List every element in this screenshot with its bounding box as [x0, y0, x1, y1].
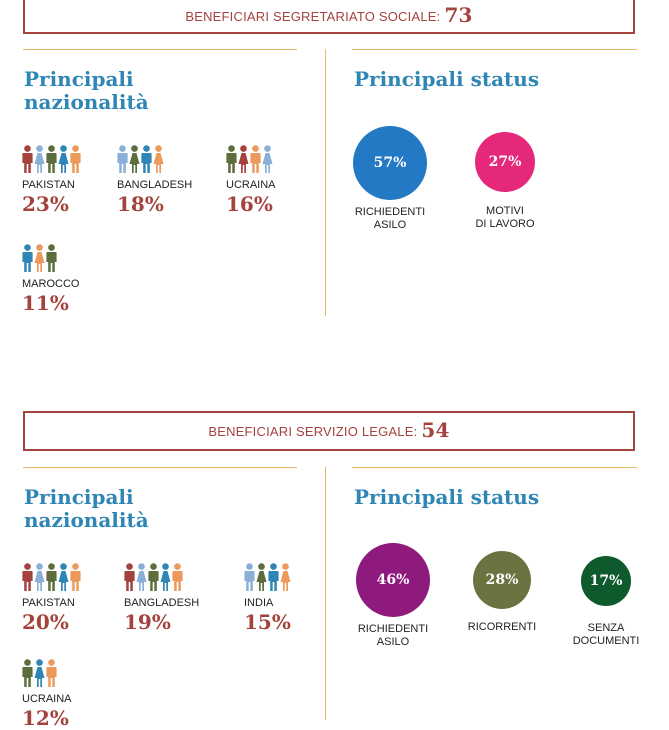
status-ricorrenti: 28% RICORRENTI — [447, 551, 557, 634]
banner-count: 54 — [421, 418, 450, 442]
person-icon — [172, 563, 183, 591]
person-icon — [124, 563, 135, 591]
people-icons — [117, 143, 192, 173]
person-icon — [238, 145, 249, 173]
nationality-india: INDIA 15% — [244, 561, 292, 634]
person-icon — [141, 145, 152, 173]
nationalities-heading: Principali nazionalità — [24, 485, 149, 532]
nationality-percentage: 19% — [124, 610, 171, 634]
person-icon — [268, 563, 279, 591]
person-icon — [160, 563, 171, 591]
person-icon — [280, 563, 291, 591]
nationality-name: UCRAINA — [226, 179, 276, 191]
person-icon — [46, 659, 57, 687]
nationality-name: INDIA — [244, 597, 274, 609]
person-icon — [117, 145, 128, 173]
nationality-marocco: MAROCCO 11% — [22, 242, 79, 315]
status-heading: Principali status — [354, 485, 540, 509]
person-icon — [226, 145, 237, 173]
status-richiedenti-asilo: 46% RICHIEDENTI ASILO — [338, 543, 448, 649]
person-icon — [34, 659, 45, 687]
nationality-percentage: 16% — [226, 192, 273, 216]
banner-servizio-legale: BENEFICIARI SERVIZIO LEGALE: 54 — [23, 411, 635, 451]
person-icon — [34, 563, 45, 591]
nationality-percentage: 11% — [22, 291, 69, 315]
people-icons — [22, 657, 72, 687]
person-icon — [70, 563, 81, 591]
status-motivi-di-lavoro: 27% MOTIVI DI LAVORO — [450, 132, 560, 231]
person-icon — [22, 563, 33, 591]
column-divider — [325, 467, 326, 720]
nationality-percentage: 12% — [22, 706, 69, 730]
people-icons — [22, 561, 82, 591]
person-icon — [58, 145, 69, 173]
status-senza-documenti: 17% SENZA DOCUMENTI — [551, 556, 661, 648]
banner-count: 73 — [444, 3, 473, 27]
nationality-name: MAROCCO — [22, 278, 80, 290]
person-icon — [256, 563, 267, 591]
status-label: RICHIEDENTI ASILO — [354, 206, 426, 231]
person-icon — [136, 563, 147, 591]
nationality-percentage: 15% — [244, 610, 291, 634]
nationality-bangladesh: BANGLADESH 19% — [124, 561, 199, 634]
person-icon — [250, 145, 261, 173]
nationality-pakistan: PAKISTAN 23% — [22, 143, 82, 216]
status-heading: Principali status — [354, 67, 540, 91]
status-circle: 27% — [475, 132, 535, 192]
people-icons — [124, 561, 199, 591]
nationality-name: BANGLADESH — [124, 597, 200, 609]
nationality-percentage: 20% — [22, 610, 69, 634]
person-icon — [244, 563, 255, 591]
banner-label: BENEFICIARI SERVIZIO LEGALE: — [208, 423, 418, 439]
nationality-name: BANGLADESH — [117, 179, 193, 191]
nationality-name: UCRAINA — [22, 693, 72, 705]
divider-top-right — [352, 467, 637, 468]
person-icon — [46, 145, 57, 173]
status-circle: 46% — [356, 543, 430, 617]
status-label: MOTIVI DI LAVORO — [475, 205, 535, 230]
nationality-bangladesh: BANGLADESH 18% — [117, 143, 192, 216]
nationality-name: PAKISTAN — [22, 597, 75, 609]
status-circle: 17% — [581, 556, 631, 606]
status-circle: 57% — [353, 126, 427, 200]
person-icon — [58, 563, 69, 591]
person-icon — [22, 659, 33, 687]
banner-label: BENEFICIARI SEGRETARIATO SOCIALE: — [185, 8, 441, 24]
status-richiedenti-asilo: 57% RICHIEDENTI ASILO — [335, 126, 445, 232]
nationality-pakistan: PAKISTAN 20% — [22, 561, 82, 634]
status-label: RICHIEDENTI ASILO — [357, 623, 429, 648]
nationality-percentage: 23% — [22, 192, 69, 216]
status-label: SENZA DOCUMENTI — [572, 622, 640, 647]
status-label: RICORRENTI — [467, 621, 537, 633]
person-icon — [262, 145, 273, 173]
person-icon — [70, 145, 81, 173]
people-icons — [22, 242, 79, 272]
people-icons — [244, 561, 292, 591]
person-icon — [46, 244, 57, 272]
person-icon — [148, 563, 159, 591]
status-circle: 28% — [473, 551, 531, 609]
nationalities-heading: Principali nazionalità — [24, 67, 149, 114]
person-icon — [46, 563, 57, 591]
nationality-ucraina: UCRAINA 16% — [226, 143, 276, 216]
banner-segretariato-sociale: BENEFICIARI SEGRETARIATO SOCIALE: 73 — [23, 0, 635, 34]
divider-top-right — [352, 49, 637, 50]
nationality-percentage: 18% — [117, 192, 164, 216]
nationality-ucraina: UCRAINA 12% — [22, 657, 72, 730]
people-icons — [226, 143, 276, 173]
nationality-name: PAKISTAN — [22, 179, 75, 191]
people-icons — [22, 143, 82, 173]
person-icon — [22, 145, 33, 173]
column-divider — [325, 49, 326, 316]
person-icon — [153, 145, 164, 173]
person-icon — [129, 145, 140, 173]
divider-top-left — [23, 467, 297, 468]
person-icon — [22, 244, 33, 272]
person-icon — [34, 145, 45, 173]
divider-top-left — [23, 49, 297, 50]
person-icon — [34, 244, 45, 272]
